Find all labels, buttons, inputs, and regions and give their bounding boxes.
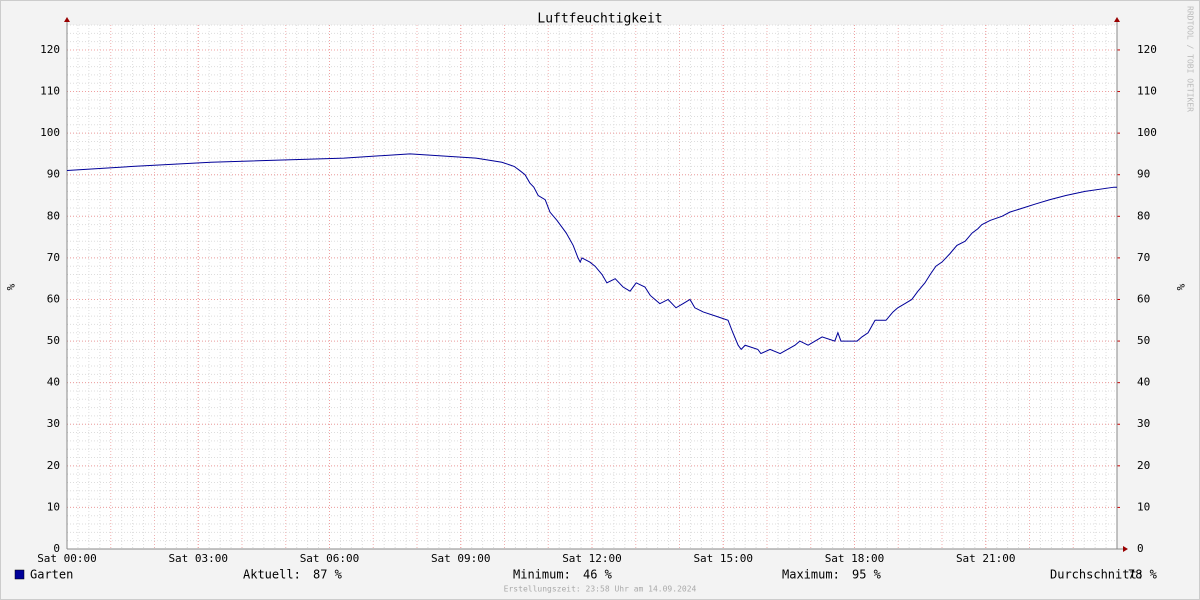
y2-tick-label: 40 [1137,376,1150,389]
stat-name: Durchschnitt: [1050,568,1144,582]
y-tick-label: 20 [47,459,60,472]
y2-tick-label: 30 [1137,417,1150,430]
y2-tick-label: 10 [1137,500,1150,513]
y-tick-label: 90 [47,168,60,181]
y-tick-label: 80 [47,209,60,222]
y2-tick-label: 60 [1137,292,1150,305]
data-line [66,153,1117,355]
y2-tick-label: 50 [1137,334,1150,347]
y2-tick-label: 0 [1137,542,1144,555]
stat-name: Maximum: [782,568,840,582]
y-tick-label: 0 [53,542,60,555]
chart-title: Luftfeuchtigkeit [537,12,662,27]
y-tick-label: 30 [47,417,60,430]
stat-name: Aktuell: [243,568,301,582]
stat-value: 87 % [313,568,343,582]
stat-name: Minimum: [513,568,571,582]
legend-label: Garten [30,568,73,582]
axis-arrow [1123,546,1128,552]
stat-value: 95 % [852,568,882,582]
y2-tick-label: 110 [1137,85,1157,98]
x-tick-label: Sat 06:00 [300,552,360,565]
x-tick-label: Sat 00:00 [37,552,97,565]
y2-tick-label: 120 [1137,43,1157,56]
y-tick-label: 40 [47,376,60,389]
x-tick-label: Sat 18:00 [825,552,885,565]
x-tick-label: Sat 12:00 [562,552,622,565]
y-tick-label: 110 [40,85,60,98]
x-tick-label: Sat 03:00 [168,552,228,565]
stat-value: 78 % [1128,568,1158,582]
axis-arrow [1114,17,1120,22]
y-tick-label: 50 [47,334,60,347]
x-tick-label: Sat 15:00 [693,552,753,565]
watermark: RRDTOOL / TOBI OETIKER [1186,6,1195,112]
y-tick-label: 60 [47,292,60,305]
y-tick-label: 100 [40,126,60,139]
axis-arrow [64,17,70,22]
x-tick-label: Sat 09:00 [431,552,491,565]
y2-tick-label: 100 [1137,126,1157,139]
y2-axis-label: % [1174,284,1187,291]
y2-tick-label: 20 [1137,459,1150,472]
y-axis-label: % [4,284,17,291]
y2-tick-label: 70 [1137,251,1150,264]
y-tick-label: 120 [40,43,60,56]
y-tick-label: 10 [47,500,60,513]
y-tick-label: 70 [47,251,60,264]
y2-tick-label: 90 [1137,168,1150,181]
stat-value: 46 % [583,568,613,582]
footer: Erstellungszeit: 23:58 Uhr am 14.09.2024 [504,585,697,594]
legend-swatch [14,569,25,580]
y2-tick-label: 80 [1137,209,1150,222]
grid [66,24,1118,550]
x-tick-label: Sat 21:00 [956,552,1016,565]
